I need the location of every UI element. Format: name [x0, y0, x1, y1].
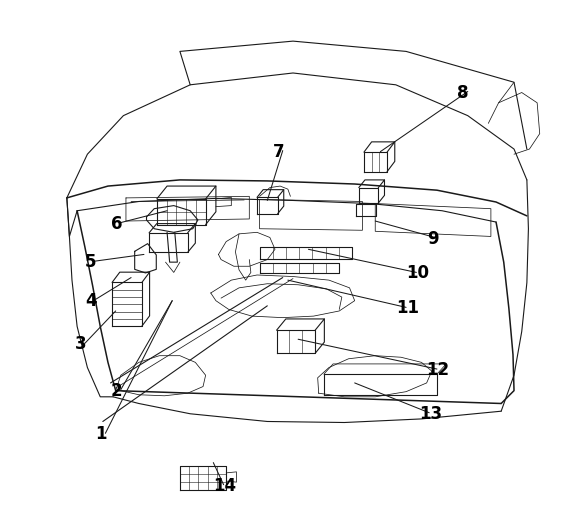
- Text: 2: 2: [111, 381, 122, 400]
- Text: 1: 1: [95, 425, 107, 444]
- Text: 10: 10: [406, 264, 429, 283]
- Text: 8: 8: [458, 83, 469, 102]
- Text: 13: 13: [419, 405, 442, 423]
- Text: 14: 14: [213, 476, 237, 495]
- Text: 11: 11: [396, 299, 419, 318]
- Text: 4: 4: [85, 291, 97, 310]
- Text: 6: 6: [111, 214, 122, 233]
- Text: 12: 12: [427, 361, 450, 379]
- Text: 3: 3: [74, 335, 86, 354]
- Text: 9: 9: [427, 230, 438, 248]
- Text: 7: 7: [272, 142, 284, 161]
- Text: 5: 5: [85, 253, 96, 271]
